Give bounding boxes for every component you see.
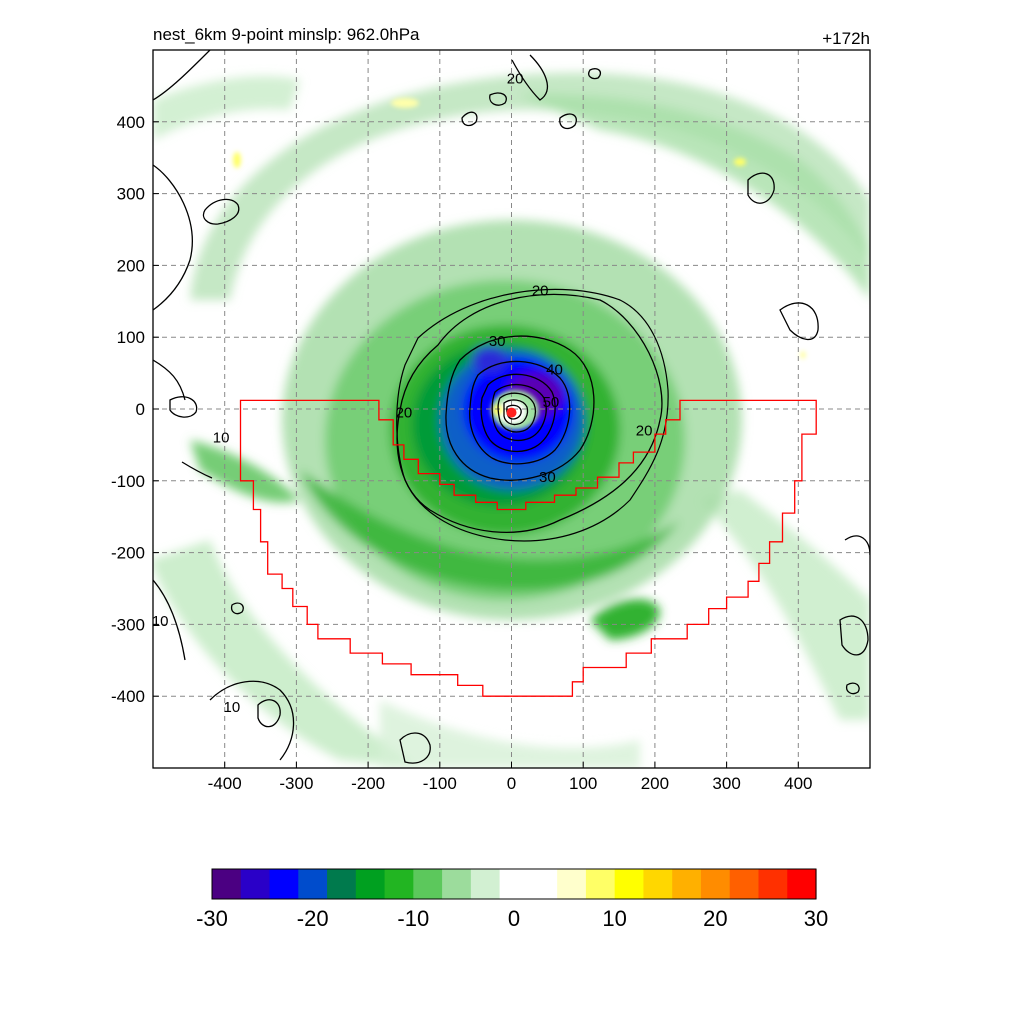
colorbar-swatch — [614, 869, 645, 899]
colorbar-swatch — [700, 869, 731, 899]
inner-domain-outline — [239, 399, 817, 697]
colorbar-swatch — [585, 869, 616, 899]
positive-patches — [233, 98, 806, 359]
y-tick-label: -100 — [111, 472, 145, 491]
y-tick-label: 100 — [117, 328, 145, 347]
contour-label: 20 — [532, 283, 549, 300]
x-tick-label: -300 — [279, 774, 313, 793]
colorbar-tick-label: 0 — [508, 906, 520, 931]
x-tick-label: 400 — [784, 774, 812, 793]
colorbar-swatch — [413, 869, 443, 899]
contour-label: 40 — [546, 362, 563, 379]
storm-center-marker — [506, 407, 517, 418]
colorbar-swatch — [499, 869, 529, 899]
colorbar-swatch — [787, 869, 817, 899]
contour-label: 20 — [396, 405, 413, 422]
colorbar-swatch — [729, 869, 760, 899]
colorbar-swatch — [557, 869, 587, 899]
colorbar-swatch — [298, 869, 328, 899]
contour-label: 20 — [507, 71, 524, 88]
colorbar-swatch — [355, 869, 386, 899]
chart-title: nest_6km 9-point minslp: 962.0hPa — [153, 25, 420, 44]
colorbar-tick-label: -10 — [397, 906, 429, 931]
contour-label: 10 — [224, 699, 241, 716]
y-tick-label: 200 — [117, 256, 145, 275]
y-tick-label: -300 — [111, 615, 145, 634]
y-tick-label: 400 — [117, 113, 145, 132]
x-tick-label: 300 — [712, 774, 740, 793]
x-tick-label: -400 — [208, 774, 242, 793]
shaded-field — [153, 72, 870, 768]
colorbar-tick-label: -20 — [297, 906, 329, 931]
contour-label: 20 — [636, 423, 653, 440]
contour-labels: 20 30 40 50 30 20 20 20 10 10 10 — [152, 71, 653, 716]
contour-label: 30 — [489, 333, 506, 350]
colorbar-swatch — [672, 869, 702, 899]
colorbar-swatch — [643, 869, 673, 899]
colorbar-swatch — [758, 869, 788, 899]
contour-label: 50 — [543, 394, 560, 411]
x-axis-ticks: -400 -300 -200 -100 0 100 200 300 400 — [208, 762, 812, 793]
colorbar-swatch — [269, 869, 299, 899]
x-tick-label: -100 — [423, 774, 457, 793]
colorbar-swatch — [240, 869, 271, 899]
contour-label: 10 — [152, 613, 169, 630]
colorbar-swatch — [528, 869, 558, 899]
y-tick-label: -200 — [111, 544, 145, 563]
colorbar-swatch — [327, 869, 357, 899]
contour-lines — [153, 50, 870, 764]
colorbar-swatch — [384, 869, 414, 899]
x-tick-label: 200 — [641, 774, 669, 793]
x-tick-label: -200 — [351, 774, 385, 793]
colorbar-tick-label: 20 — [703, 906, 727, 931]
x-tick-label: 100 — [569, 774, 597, 793]
forecast-hour-label: +172h — [822, 29, 870, 48]
colorbar-tick-label: 10 — [602, 906, 626, 931]
colorbar — [211, 868, 817, 900]
y-axis-ticks: 400 300 200 100 0 -100 -200 -300 -400 — [111, 113, 159, 706]
plot-area: 20 30 40 50 30 20 20 20 10 10 10 — [152, 50, 870, 768]
contour-label: 30 — [539, 469, 556, 486]
y-tick-label: 300 — [117, 185, 145, 204]
grid-lines — [153, 50, 870, 768]
colorbar-tick-label: 30 — [804, 906, 828, 931]
colorbar-tick-label: -30 — [196, 906, 228, 931]
colorbar-swatch — [212, 869, 242, 899]
y-tick-label: 0 — [136, 400, 145, 419]
colorbar-swatch — [442, 869, 472, 899]
contour-label: 10 — [213, 430, 230, 447]
colorbar-swatch — [470, 869, 501, 899]
colorbar-ticks: -30 -20 -10 0 10 20 30 — [196, 906, 828, 931]
x-tick-label: 0 — [507, 774, 516, 793]
y-tick-label: -400 — [111, 687, 145, 706]
colorbar-frame — [211, 868, 817, 900]
